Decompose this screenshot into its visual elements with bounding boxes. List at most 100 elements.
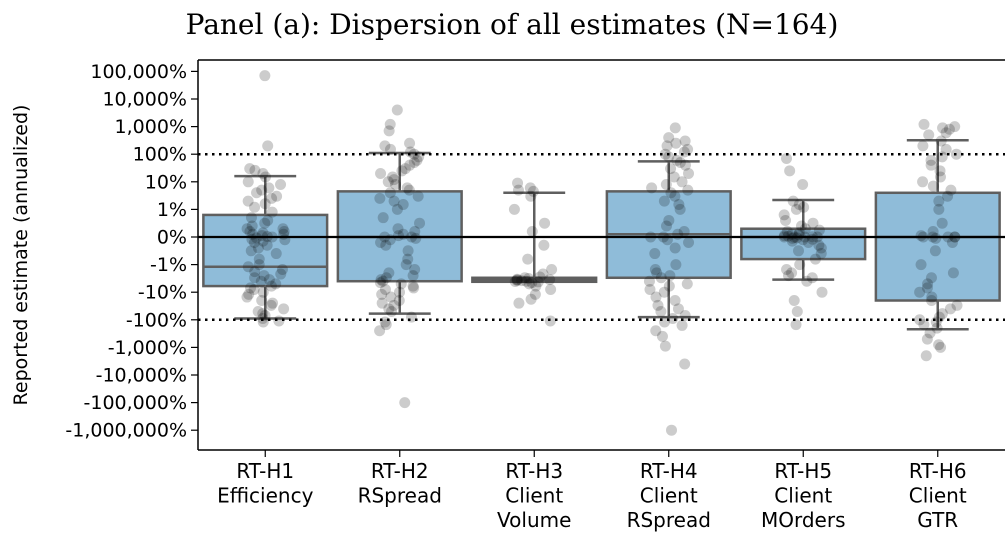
data-point — [261, 239, 273, 251]
y-tick-label: -100,000% — [84, 392, 187, 414]
data-point — [650, 325, 662, 337]
data-point — [259, 310, 271, 322]
data-point — [788, 295, 800, 307]
data-point — [665, 187, 677, 199]
data-point — [674, 203, 686, 215]
data-point — [409, 263, 421, 275]
data-point — [523, 278, 535, 290]
data-point — [655, 305, 667, 317]
x-category-line: RT-H1 — [236, 459, 294, 483]
data-point — [934, 165, 946, 177]
data-point — [257, 316, 269, 328]
data-point — [399, 163, 411, 175]
plot-area — [197, 59, 1005, 451]
data-point — [375, 167, 387, 179]
data-point — [388, 195, 400, 207]
data-point — [813, 224, 825, 236]
data-point — [241, 223, 253, 235]
x-category-label: RT-H1 Efficiency — [217, 459, 314, 508]
y-tick-label: -1% — [150, 254, 187, 276]
data-point — [242, 176, 254, 188]
x-category-line: RT-H4 — [640, 459, 698, 483]
data-point — [270, 278, 282, 290]
data-point — [248, 284, 260, 296]
data-point — [787, 195, 799, 207]
data-point — [658, 286, 670, 298]
data-point — [659, 340, 671, 352]
data-point — [940, 127, 952, 139]
data-point — [266, 192, 278, 204]
data-point — [666, 424, 678, 436]
data-point — [793, 245, 805, 257]
data-point — [242, 195, 254, 207]
data-point — [252, 305, 264, 317]
data-point — [925, 159, 937, 171]
y-tick-label: 100% — [133, 144, 187, 166]
data-point — [679, 310, 691, 322]
data-point — [676, 319, 688, 331]
data-point — [257, 167, 269, 179]
data-point — [414, 217, 426, 229]
data-point — [915, 259, 927, 271]
data-point — [918, 118, 930, 130]
y-tick-label: -10,000% — [96, 365, 187, 387]
data-point — [664, 270, 676, 282]
x-category-line: Client — [505, 484, 563, 508]
data-point — [271, 190, 283, 202]
data-point — [780, 214, 792, 226]
data-point — [394, 286, 406, 298]
data-point — [407, 270, 419, 282]
x-category-line: MOrders — [761, 508, 846, 532]
data-point — [249, 266, 261, 278]
data-point — [512, 184, 524, 196]
y-tick-label: -100% — [126, 309, 187, 331]
data-point — [545, 284, 557, 296]
data-point — [667, 313, 679, 325]
data-point — [249, 201, 261, 213]
data-point — [673, 199, 685, 211]
data-point — [404, 137, 416, 149]
data-point — [663, 151, 675, 163]
data-point — [793, 227, 805, 239]
data-point — [260, 171, 272, 183]
data-point — [389, 178, 401, 190]
data-point — [670, 259, 682, 271]
data-point — [942, 190, 954, 202]
data-point — [257, 227, 269, 239]
data-point — [509, 276, 521, 288]
data-point — [534, 271, 546, 283]
data-point — [921, 282, 933, 294]
data-point — [665, 163, 677, 175]
data-point — [526, 277, 538, 289]
data-point — [676, 176, 688, 188]
data-point — [670, 137, 682, 149]
data-point — [245, 245, 257, 257]
data-point — [669, 122, 681, 134]
data-point — [922, 278, 934, 290]
data-point — [253, 259, 265, 271]
data-point — [530, 280, 542, 292]
data-point — [266, 206, 278, 218]
data-point — [778, 209, 790, 221]
data-point — [256, 230, 268, 242]
data-point — [384, 143, 396, 155]
x-category-line: RT-H3 — [505, 459, 563, 483]
x-category-line: GTR — [917, 508, 958, 532]
data-point — [384, 118, 396, 130]
data-point — [661, 140, 673, 152]
data-point — [655, 272, 667, 284]
data-point — [527, 185, 539, 197]
data-point — [672, 303, 684, 315]
data-point — [797, 178, 809, 190]
data-point — [683, 237, 695, 249]
x-category-label: RT-H6 Client GTR — [909, 459, 967, 532]
data-point — [375, 274, 387, 286]
data-point — [802, 237, 814, 249]
data-point — [244, 163, 256, 175]
data-point — [782, 270, 794, 282]
data-point — [519, 272, 531, 284]
data-point — [374, 325, 386, 337]
data-point — [525, 293, 537, 305]
data-point — [933, 339, 945, 351]
data-point — [781, 225, 793, 237]
